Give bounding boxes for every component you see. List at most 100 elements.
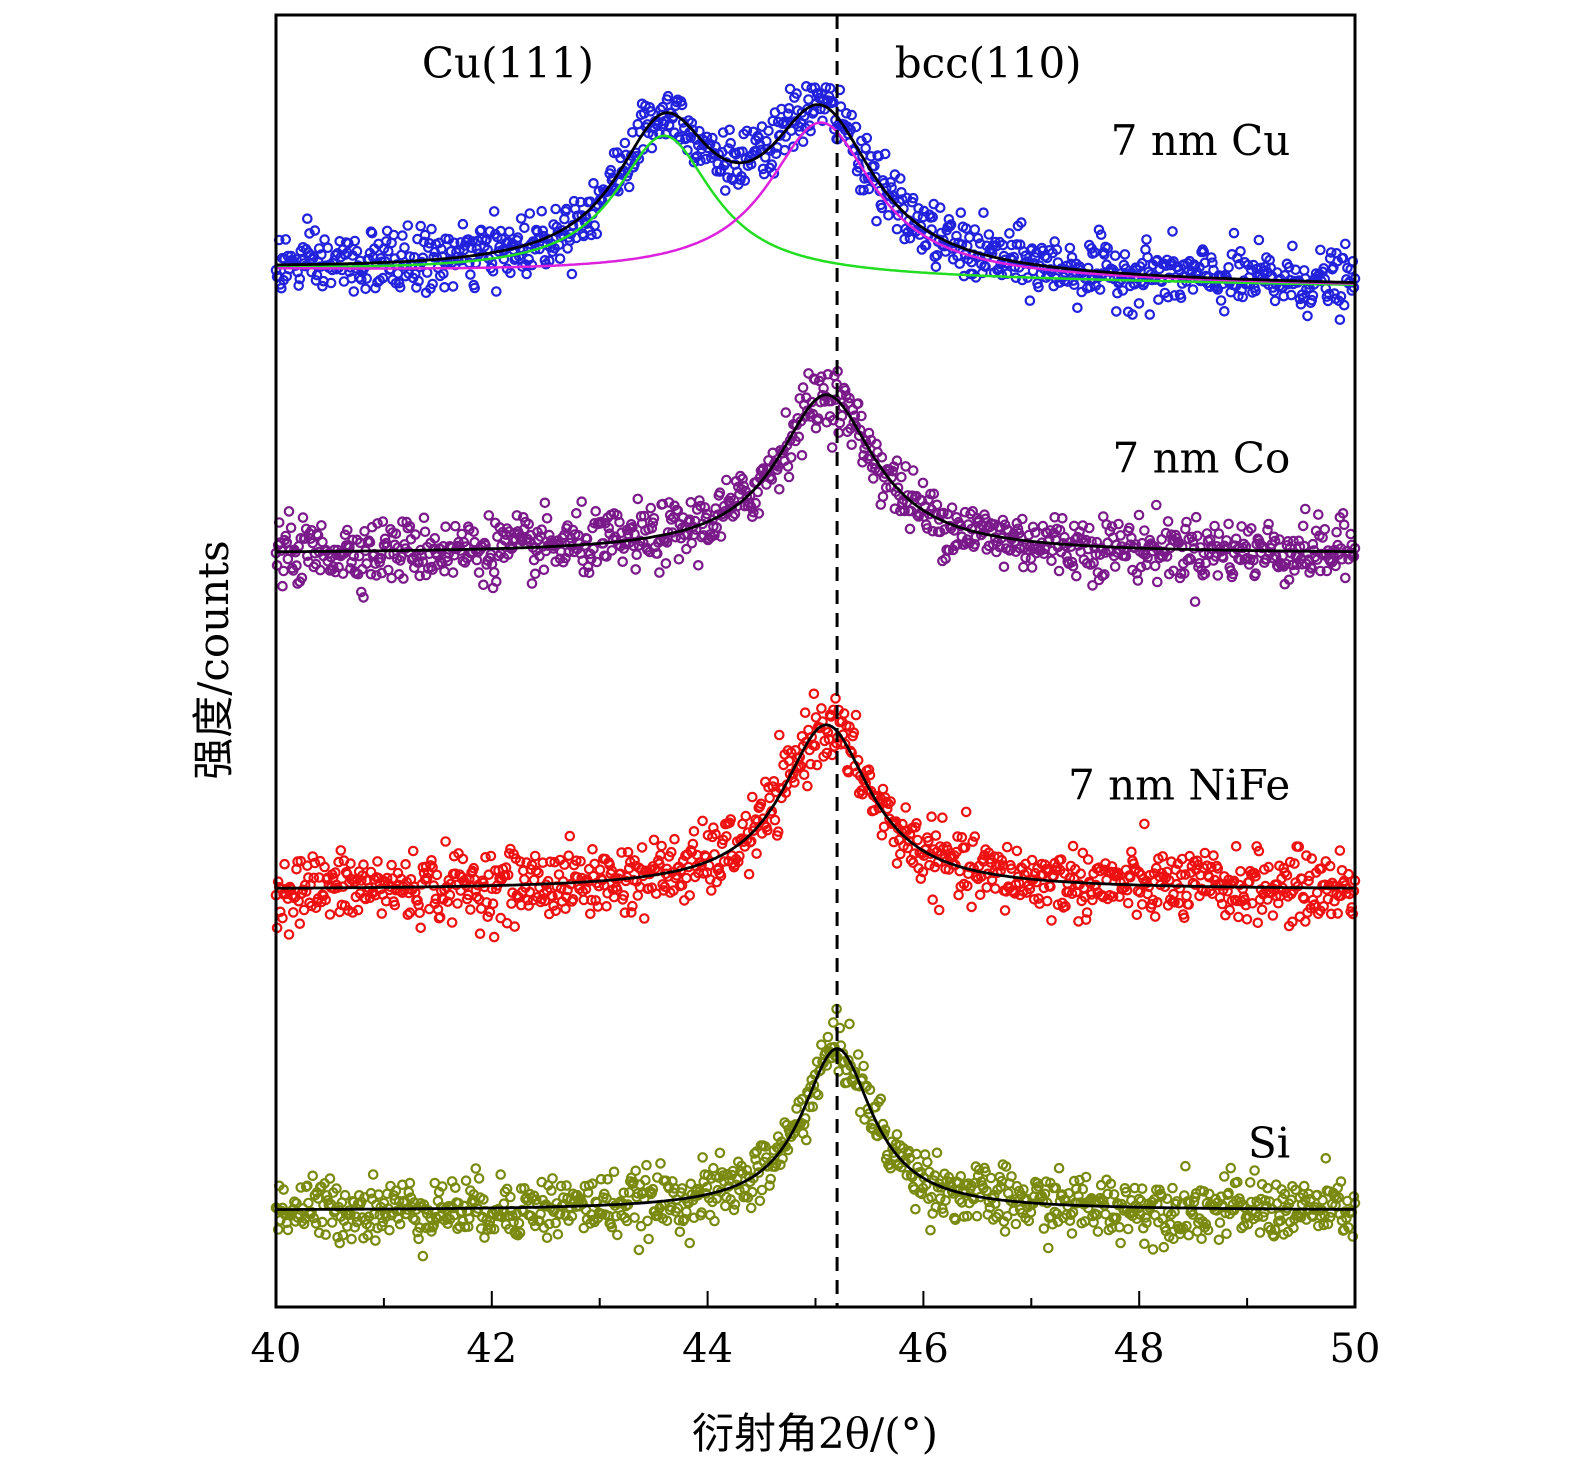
data-point bbox=[795, 760, 807, 772]
data-point bbox=[1030, 252, 1041, 263]
data-point bbox=[746, 1186, 758, 1198]
data-point bbox=[660, 558, 672, 569]
data-point bbox=[439, 281, 450, 293]
data-point bbox=[291, 560, 302, 571]
data-point bbox=[333, 856, 344, 868]
data-point bbox=[465, 269, 476, 280]
data-point bbox=[595, 1173, 607, 1185]
data-point bbox=[753, 508, 765, 519]
data-point bbox=[1199, 568, 1211, 580]
data-point bbox=[775, 129, 786, 141]
data-point bbox=[697, 1152, 708, 1163]
data-point bbox=[465, 904, 476, 915]
data-point bbox=[996, 269, 1008, 281]
data-point bbox=[839, 385, 851, 396]
data-point bbox=[448, 237, 460, 249]
data-point bbox=[827, 97, 839, 108]
data-point bbox=[980, 261, 991, 273]
data-point bbox=[1168, 1233, 1179, 1245]
data-point bbox=[686, 117, 698, 129]
data-point bbox=[701, 508, 713, 520]
data-point bbox=[1027, 521, 1039, 533]
data-point bbox=[1113, 518, 1124, 530]
data-point bbox=[740, 810, 752, 822]
data-point bbox=[796, 449, 808, 461]
data-point bbox=[724, 124, 735, 136]
data-point bbox=[444, 889, 456, 901]
data-point bbox=[876, 829, 888, 841]
component-fit-line bbox=[276, 121, 1356, 285]
data-point bbox=[916, 1188, 928, 1200]
data-point bbox=[488, 1223, 500, 1235]
data-point bbox=[727, 511, 739, 522]
data-point bbox=[589, 858, 600, 870]
data-point bbox=[1306, 294, 1318, 306]
data-point bbox=[285, 522, 297, 534]
data-point bbox=[891, 858, 903, 869]
data-point bbox=[1325, 908, 1337, 920]
data-point bbox=[1161, 1193, 1173, 1205]
data-point bbox=[676, 1183, 688, 1194]
data-point bbox=[645, 106, 657, 117]
data-point bbox=[647, 1183, 659, 1195]
data-point bbox=[566, 1210, 578, 1222]
data-point bbox=[1232, 1176, 1243, 1188]
data-point bbox=[661, 537, 673, 548]
data-point bbox=[1040, 863, 1052, 875]
data-point bbox=[996, 854, 1008, 866]
data-point bbox=[415, 220, 426, 232]
data-point bbox=[1077, 1183, 1089, 1195]
data-point bbox=[633, 1244, 645, 1256]
data-point bbox=[955, 1171, 967, 1182]
data-point bbox=[530, 1194, 542, 1206]
data-point bbox=[280, 530, 291, 542]
data-point bbox=[803, 368, 814, 379]
data-point bbox=[602, 1174, 613, 1185]
data-point bbox=[317, 1216, 328, 1228]
data-point bbox=[586, 894, 597, 906]
data-point bbox=[783, 471, 795, 483]
data-point bbox=[490, 286, 502, 297]
data-point bbox=[1141, 1217, 1152, 1229]
data-point bbox=[320, 1229, 331, 1240]
data-point bbox=[449, 1182, 461, 1193]
data-point bbox=[330, 867, 341, 878]
data-point bbox=[409, 1214, 421, 1226]
data-point bbox=[1320, 1153, 1332, 1164]
peak-annotation: bcc(110) bbox=[895, 38, 1082, 87]
data-point bbox=[757, 163, 769, 175]
data-point bbox=[1141, 234, 1152, 245]
data-point bbox=[440, 836, 451, 847]
data-point bbox=[555, 1180, 567, 1192]
data-point bbox=[943, 214, 955, 225]
data-point bbox=[346, 1233, 357, 1245]
x-axis-ticks: 40 42 44 46 48 50 bbox=[251, 1291, 1380, 1372]
data-point bbox=[1263, 518, 1274, 530]
data-point bbox=[326, 1217, 338, 1228]
data-point bbox=[1286, 289, 1297, 301]
data-point bbox=[417, 1250, 429, 1262]
data-point bbox=[1235, 554, 1246, 566]
data-point bbox=[1156, 1190, 1167, 1202]
data-point bbox=[394, 1218, 406, 1230]
data-point bbox=[849, 1066, 861, 1078]
data-point bbox=[917, 866, 929, 878]
data-point bbox=[1152, 896, 1163, 908]
data-point bbox=[1262, 524, 1273, 536]
data-point bbox=[1077, 847, 1089, 859]
data-point bbox=[648, 512, 660, 524]
data-point bbox=[311, 269, 323, 281]
data-point bbox=[1325, 247, 1337, 258]
data-point bbox=[1111, 1212, 1122, 1224]
data-point bbox=[282, 1224, 294, 1236]
data-point bbox=[349, 235, 361, 247]
data-point bbox=[685, 496, 697, 508]
data-point bbox=[543, 529, 555, 541]
data-point bbox=[307, 1170, 318, 1182]
data-point bbox=[575, 855, 586, 867]
data-point bbox=[930, 261, 942, 273]
data-point bbox=[1112, 287, 1123, 299]
data-point bbox=[1111, 306, 1122, 317]
data-point bbox=[457, 1215, 469, 1227]
data-point bbox=[496, 1211, 507, 1223]
